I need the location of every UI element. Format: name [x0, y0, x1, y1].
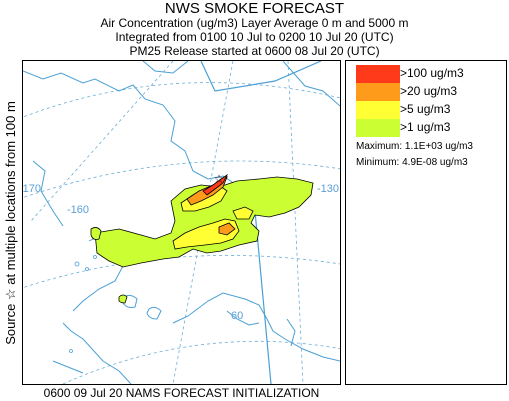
lon-label-160: -160 — [67, 204, 89, 216]
coastline-path — [146, 306, 162, 320]
coastline-path — [142, 61, 189, 74]
source-marker-icon: ☆ — [214, 172, 225, 186]
coastline-path — [122, 294, 138, 308]
plume-gt100 — [202, 173, 229, 196]
smoke-map: ☆ -170 -160 -130 60 — [22, 60, 341, 385]
parallel-line — [23, 160, 340, 199]
coastline-path — [32, 160, 64, 227]
legend-item-gt20: >20 ug/m3 — [356, 83, 496, 101]
legend-swatch-gt100 — [356, 65, 400, 83]
coastline-path — [52, 360, 84, 374]
source-side-label: Source ☆ at multiple locations from 100 … — [0, 60, 22, 385]
legend-label-gt1: >1 ug/m3 — [400, 120, 451, 134]
legend-item-gt1: >1 ug/m3 — [356, 119, 496, 137]
plume-region-gt20 — [218, 222, 236, 236]
islands — [69, 255, 97, 353]
legend-label-gt5: >5 ug/m3 — [400, 102, 451, 116]
lon-label-130: -130 — [317, 183, 339, 195]
coastline-path — [226, 310, 260, 326]
plume-region-gt1 — [94, 176, 314, 268]
plume-gt1 — [90, 176, 314, 304]
release-info: PM25 Release started at 0600 08 Jul 20 (… — [129, 44, 380, 58]
border-line — [200, 61, 322, 92]
plume-region-gt1 — [90, 227, 102, 240]
concentration-subtitle: Air Concentration (ug/m3) Layer Average … — [100, 16, 409, 30]
legend-swatch-gt5 — [356, 101, 400, 119]
parallel-line — [23, 82, 340, 118]
legend-item-gt100: >100 ug/m3 — [356, 65, 496, 83]
island — [93, 255, 97, 259]
legend-swatch-gt20 — [356, 83, 400, 101]
legend-swatch-gt1 — [356, 119, 400, 137]
map-canvas: ☆ -170 -160 -130 60 — [23, 61, 340, 384]
coastline-path — [72, 265, 124, 312]
meridian-line — [30, 61, 174, 222]
legend-item-gt5: >5 ug/m3 — [356, 101, 496, 119]
integration-period: Integrated from 0100 10 Jul to 0200 10 J… — [115, 30, 394, 44]
island — [69, 349, 73, 353]
coastline-path — [282, 61, 340, 107]
island — [85, 267, 89, 271]
lon-label-170: -170 — [23, 183, 41, 195]
legend-label-gt100: >100 ug/m3 — [400, 66, 464, 80]
meridian-line — [287, 61, 304, 384]
forecast-initialization: 0600 09 Jul 20 NAMS FORECAST INITIALIZAT… — [43, 386, 320, 400]
coastline-path — [172, 292, 340, 362]
legend-label-gt20: >20 ug/m3 — [400, 84, 458, 98]
island — [74, 261, 80, 267]
parallel-line — [23, 255, 340, 289]
plume-region-gt1 — [118, 294, 128, 304]
coastline-path — [286, 318, 296, 347]
maximum-value: Maximum: 1.1E+03 ug/m3 — [356, 141, 473, 152]
chart-title: NWS SMOKE FORECAST — [164, 0, 345, 17]
coastline-path — [62, 322, 132, 384]
lat-label-60: 60 — [231, 310, 243, 322]
minimum-value: Minimum: 4.9E-08 ug/m3 — [356, 157, 468, 168]
source-side-label-text: Source ☆ at multiple locations from 100 … — [3, 100, 18, 345]
parallel-line — [62, 340, 340, 384]
coastline — [23, 61, 340, 384]
plume-region-gt5 — [232, 206, 254, 220]
coastline-path — [23, 70, 252, 212]
plume-region-gt100 — [202, 173, 229, 196]
legend-panel: >100 ug/m3 >20 ug/m3 >5 ug/m3 >1 ug/m3 M… — [345, 60, 507, 385]
